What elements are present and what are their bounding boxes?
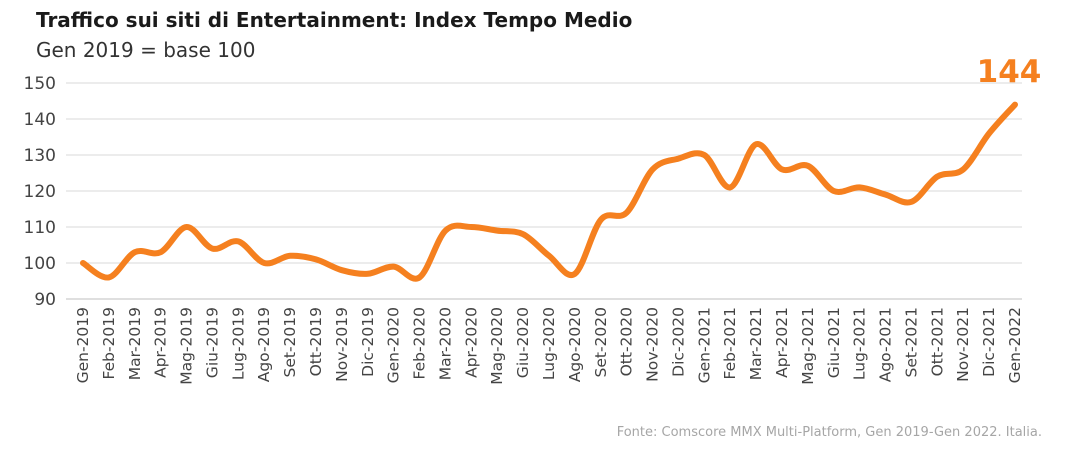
- x-tick-label: Ott-2021: [928, 307, 946, 376]
- series-line: [80, 101, 1018, 282]
- chart-title: Traffico sui siti di Entertainment: Inde…: [36, 8, 633, 32]
- x-tick-label: Mag-2021: [799, 307, 817, 385]
- data-point: [158, 249, 164, 255]
- x-tick-label: Gen-2020: [385, 307, 403, 383]
- x-tick-label: Gen-2021: [695, 307, 713, 383]
- y-tick-label: 130: [24, 146, 56, 166]
- data-point: [339, 267, 345, 273]
- x-tick-label: Set-2020: [592, 307, 610, 378]
- x-tick-label: Mar-2020: [436, 307, 454, 380]
- x-tick-label: Ago-2020: [566, 307, 584, 382]
- line-chart: 90 100 110 120 130 140 150 Gen-2019 Feb-2019 Mar…: [24, 54, 1042, 385]
- y-tick-label: 150: [24, 74, 56, 94]
- data-point: [313, 256, 319, 262]
- data-point: [831, 188, 837, 194]
- y-tick-label: 110: [24, 218, 56, 238]
- chart-subtitle: Gen 2019 = base 100: [36, 38, 256, 62]
- data-point: [417, 274, 423, 280]
- data-point: [701, 152, 707, 158]
- data-point: [805, 163, 811, 169]
- data-point: [235, 238, 241, 244]
- data-point: [442, 228, 448, 234]
- data-point: [209, 246, 215, 252]
- x-tick-label: Lug-2021: [851, 307, 869, 380]
- data-point: [287, 253, 293, 259]
- end-value-label: 144: [977, 54, 1042, 90]
- x-tick-label: Giu-2021: [825, 307, 843, 378]
- x-tick-label: Set-2019: [281, 307, 299, 378]
- data-point: [624, 210, 630, 216]
- x-tick-label: Giu-2019: [203, 307, 221, 378]
- x-axis-ticks: Gen-2019 Feb-2019 Mar-2019 Apr-2019 Mag-2019…: [74, 307, 1024, 385]
- data-point: [598, 217, 604, 223]
- y-tick-label: 120: [24, 182, 56, 202]
- x-tick-label: Lug-2019: [229, 307, 247, 380]
- x-tick-label: Nov-2019: [333, 307, 351, 382]
- x-tick-label: Feb-2021: [721, 307, 739, 379]
- data-point: [986, 130, 992, 136]
- data-point: [106, 274, 112, 280]
- x-tick-label: Dic-2021: [980, 307, 998, 377]
- x-tick-label: Dic-2020: [669, 307, 687, 377]
- x-tick-label: Mag-2019: [178, 307, 196, 385]
- x-tick-label: Gen-2022: [1006, 307, 1024, 383]
- x-tick-label: Apr-2021: [773, 307, 791, 378]
- x-tick-label: Set-2021: [902, 307, 920, 378]
- x-tick-label: Mag-2020: [488, 307, 506, 385]
- data-point: [572, 271, 578, 277]
- data-point: [365, 271, 371, 277]
- data-point: [80, 260, 86, 266]
- data-point: [391, 264, 397, 270]
- x-tick-label: Ott-2019: [307, 307, 325, 376]
- x-tick-label: Feb-2020: [411, 307, 429, 379]
- y-axis-ticks: 90 100 110 120 130 140 150: [24, 74, 56, 310]
- gridlines: [66, 82, 1022, 300]
- series-layer: 144: [80, 54, 1042, 282]
- x-tick-label: Feb-2019: [100, 307, 118, 379]
- data-point: [132, 249, 138, 255]
- data-point: [908, 199, 914, 205]
- x-tick-label: Ago-2021: [877, 307, 895, 382]
- x-tick-label: Lug-2020: [540, 307, 558, 380]
- data-point: [960, 166, 966, 172]
- data-point: [883, 192, 889, 198]
- data-point: [857, 184, 863, 190]
- data-point: [753, 141, 759, 147]
- x-tick-label: Nov-2020: [644, 307, 662, 382]
- data-point: [520, 231, 526, 237]
- x-tick-label: Ott-2020: [618, 307, 636, 376]
- x-tick-label: Ago-2019: [255, 307, 273, 382]
- data-point: [261, 260, 267, 266]
- data-point: [727, 184, 733, 190]
- data-point: [779, 166, 785, 172]
- x-tick-label: Mar-2019: [126, 307, 144, 380]
- x-tick-label: Mar-2021: [747, 307, 765, 380]
- data-point: [468, 224, 474, 230]
- x-tick-label: Dic-2019: [359, 307, 377, 377]
- data-point: [494, 228, 500, 234]
- x-tick-label: Gen-2019: [74, 307, 92, 383]
- source-note: Fonte: Comscore MMX Multi-Platform, Gen …: [616, 425, 1042, 440]
- data-point: [675, 156, 681, 162]
- data-point: [650, 166, 656, 172]
- x-tick-label: Apr-2019: [152, 307, 170, 378]
- x-tick-label: Giu-2020: [514, 307, 532, 378]
- data-point: [934, 174, 940, 180]
- y-tick-label: 100: [24, 254, 56, 274]
- data-point: [546, 253, 552, 259]
- y-tick-label: 140: [24, 110, 56, 130]
- x-tick-label: Nov-2021: [954, 307, 972, 382]
- y-tick-label: 90: [34, 290, 56, 310]
- data-point: [1012, 102, 1018, 108]
- x-tick-label: Apr-2020: [462, 307, 480, 378]
- data-point: [184, 224, 190, 230]
